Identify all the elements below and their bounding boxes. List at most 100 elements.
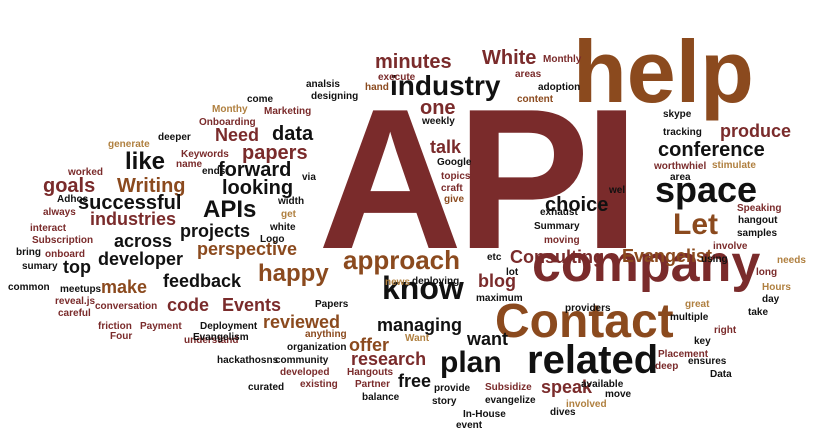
word-adhoc: Adhoc bbox=[57, 194, 89, 205]
word-deeper: deeper bbox=[158, 132, 191, 143]
word-company: company bbox=[532, 235, 761, 293]
word-white: white bbox=[270, 222, 296, 233]
word-event: event bbox=[456, 420, 483, 430]
word-always: always bbox=[43, 207, 76, 218]
word-produce: produce bbox=[720, 121, 792, 141]
word-white: White bbox=[482, 47, 537, 69]
word-need: Need bbox=[215, 125, 260, 145]
word-conversation: conversation bbox=[95, 301, 158, 312]
word-let: Let bbox=[673, 208, 718, 241]
word-adoption: adoption bbox=[538, 82, 581, 93]
word-worked: worked bbox=[68, 167, 104, 178]
word-offer: offer bbox=[349, 335, 389, 355]
word-developed: developed bbox=[280, 367, 330, 378]
word-right: right bbox=[714, 325, 737, 336]
word-minutes: minutes bbox=[375, 51, 452, 73]
word-generate: generate bbox=[108, 139, 150, 150]
word-involved: involved bbox=[566, 399, 607, 410]
word-in-house: In-House bbox=[463, 409, 506, 420]
word-apis: APIs bbox=[203, 196, 257, 223]
word-hangouts: Hangouts bbox=[347, 367, 394, 378]
word-great: great bbox=[685, 299, 710, 310]
word-available: available bbox=[581, 379, 624, 390]
word-hand: hand bbox=[365, 82, 389, 93]
word-marketing: Marketing bbox=[264, 106, 312, 117]
word-deploying: deploying bbox=[412, 276, 460, 287]
word-code: code bbox=[167, 295, 210, 315]
word-events: Events bbox=[222, 295, 282, 315]
word-contact: Contact bbox=[495, 295, 674, 348]
word-craft: craft bbox=[441, 183, 463, 194]
word-payment: Payment bbox=[140, 321, 182, 332]
word-maximum: maximum bbox=[476, 293, 523, 304]
word-subscription: Subscription bbox=[32, 235, 94, 246]
word-wel: wel bbox=[609, 185, 626, 196]
word-needs: needs bbox=[777, 255, 806, 266]
word-successful: successful bbox=[78, 192, 182, 214]
word-evangelize: evangelize bbox=[485, 395, 536, 406]
word-via: via bbox=[302, 172, 316, 183]
word-api: API bbox=[318, 68, 639, 291]
word-forward: forward bbox=[218, 159, 292, 181]
word-long: long bbox=[756, 267, 778, 278]
word-happy: happy bbox=[258, 260, 329, 287]
word-subsidize: Subsidize bbox=[485, 382, 532, 393]
word-feedback: feedback bbox=[163, 271, 242, 291]
word-areas: areas bbox=[515, 69, 542, 80]
word-evangelist: Evangelist bbox=[622, 246, 713, 266]
word-hackathosns: hackathosns bbox=[217, 355, 279, 366]
word-talk: talk bbox=[430, 137, 462, 157]
word-provide: provide bbox=[434, 383, 471, 394]
word-dives: dives bbox=[550, 407, 576, 418]
word-area: area bbox=[670, 172, 691, 183]
word-reveal-js: reveal.js bbox=[55, 296, 96, 307]
word-common: common bbox=[8, 282, 50, 293]
word-want: Want bbox=[405, 333, 430, 344]
word-come: come bbox=[247, 94, 274, 105]
word-reviewed: reviewed bbox=[263, 312, 341, 332]
word-choice: choice bbox=[545, 194, 609, 216]
word-like: like bbox=[125, 148, 166, 175]
word-using: using bbox=[701, 254, 728, 265]
word-organization: organization bbox=[287, 342, 347, 353]
word-partner: Partner bbox=[355, 379, 391, 390]
word-goals: goals bbox=[43, 175, 96, 197]
word-community: community bbox=[275, 355, 329, 366]
word-one: one bbox=[420, 97, 456, 119]
word-key: key bbox=[694, 336, 711, 347]
word-analsis: analsis bbox=[306, 79, 340, 90]
word-get: get bbox=[281, 209, 296, 220]
word-writing: Writing bbox=[117, 175, 186, 197]
word-speaking: Speaking bbox=[737, 203, 782, 214]
word-industry: industry bbox=[390, 70, 501, 101]
word-day: day bbox=[762, 294, 780, 305]
word-papers: Papers bbox=[315, 299, 349, 310]
word-conference: conference bbox=[658, 139, 765, 161]
word-worthwhiel: worthwhiel bbox=[654, 161, 707, 172]
word-research: research bbox=[351, 349, 427, 369]
word-projects: projects bbox=[180, 221, 251, 241]
word-skype: skype bbox=[663, 109, 692, 120]
word-name: name bbox=[176, 159, 203, 170]
word-want: want bbox=[467, 329, 509, 349]
word-hangout: hangout bbox=[738, 215, 778, 226]
word-help: help bbox=[573, 22, 754, 121]
word-involve: involve bbox=[713, 241, 748, 252]
word-developer: developer bbox=[98, 249, 184, 269]
word-multiple: multiple bbox=[670, 312, 709, 323]
word-move: move bbox=[605, 389, 632, 400]
word-etc: etc bbox=[487, 252, 502, 263]
word-keywords: Keywords bbox=[181, 149, 229, 160]
word-monthly: Monthly bbox=[543, 54, 582, 65]
word-placement: Placement bbox=[658, 349, 709, 360]
word-plan: plan bbox=[440, 346, 502, 379]
word-deployment: Deployment bbox=[200, 321, 258, 332]
word-topics: topics bbox=[441, 171, 471, 182]
word-take: take bbox=[748, 307, 769, 318]
word-consulting: Consulting bbox=[510, 247, 604, 267]
word-tracking: tracking bbox=[663, 127, 702, 138]
word-perspective: perspective bbox=[197, 239, 298, 259]
word-blog: blog bbox=[478, 271, 516, 291]
word-know: know bbox=[382, 270, 464, 306]
word-designing: designing bbox=[311, 91, 359, 102]
